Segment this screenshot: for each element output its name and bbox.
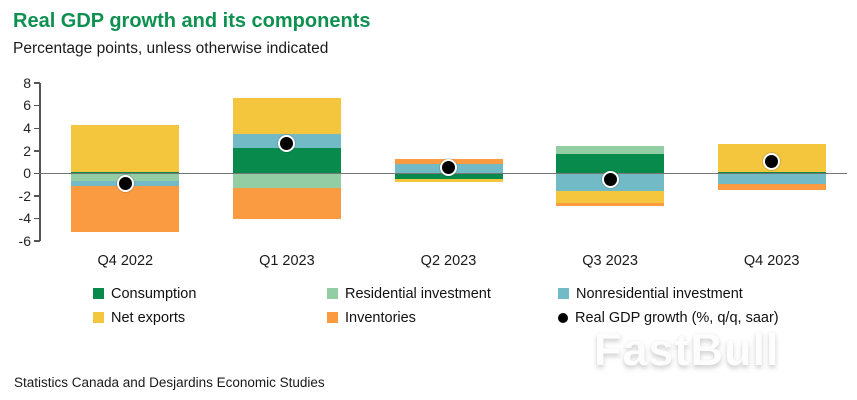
bar-segment-consumption-q4-2022: [71, 172, 180, 174]
bar-segment-consumption-q4-2023: [717, 172, 826, 174]
bar-segment-residential-investment-q3-2023: [556, 146, 665, 154]
legend-item-real-gdp-growth-q-q-saar: Real GDP growth (%, q/q, saar): [558, 310, 779, 326]
legend-item-residential-investment: Residential investment: [327, 286, 491, 302]
y-tick-label-0: 0: [23, 165, 31, 182]
legend-label: Inventories: [345, 310, 416, 326]
chart-title: Real GDP growth and its components: [13, 10, 371, 32]
watermark: FastBull: [594, 324, 780, 375]
legend-swatch-icon: [93, 288, 104, 299]
y-tick-label-6: 6: [23, 97, 31, 114]
y-tick-mark--6: [33, 240, 40, 242]
bar-segment-residential-investment-q1-2023: [232, 173, 341, 188]
bar-segment-net-exports-q4-2022: [71, 124, 180, 173]
y-tick-label--6: -6: [18, 232, 31, 249]
x-label-q3-2023: Q3 2023: [582, 253, 638, 269]
y-tick-mark--4: [33, 217, 40, 220]
bar-segment-consumption-q1-2023: [232, 148, 341, 174]
legend-label: Residential investment: [345, 286, 491, 302]
bar-segment-net-exports-q1-2023: [232, 97, 341, 134]
y-tick-label-2: 2: [23, 142, 31, 159]
gdp-dot-q4-2023: [763, 153, 781, 171]
y-tick-mark--2: [33, 195, 40, 197]
y-tick-mark-0: [33, 172, 40, 175]
y-tick-mark-4: [33, 127, 40, 130]
y-tick-mark-8: [33, 82, 40, 84]
y-tick-label--2: -2: [18, 187, 31, 204]
legend-swatch-icon: [327, 288, 338, 299]
bar-segment-inventories-q1-2023: [232, 187, 341, 220]
legend-item-consumption: Consumption: [93, 286, 196, 302]
legend-dot-icon: [558, 313, 568, 323]
y-tick-mark-2: [33, 150, 40, 152]
gdp-dot-q2-2023: [440, 159, 457, 177]
legend-label: Nonresidential investment: [576, 286, 743, 302]
y-tick-label-4: 4: [23, 120, 31, 137]
legend-label: Consumption: [111, 286, 197, 302]
legend: Consumption Residential investment Nonresi…: [93, 286, 779, 326]
bar-segment-net-exports-q2-2023: [394, 178, 503, 183]
y-tick-label--4: -4: [18, 210, 31, 227]
bar-segment-net-exports-q3-2023: [556, 191, 665, 203]
gdp-dot-q3-2023: [601, 171, 619, 189]
legend-swatch-icon: [93, 312, 104, 323]
gdp-dot-q1-2023: [278, 135, 296, 153]
gdp-dot-q4-2022: [116, 174, 134, 192]
y-tick-label-8: 8: [23, 74, 31, 91]
legend-item-net-exports: Net exports: [93, 310, 185, 326]
legend-item-inventories: Inventories: [327, 310, 416, 326]
bar-segment-inventories-q4-2022: [71, 185, 180, 232]
plot-area: 8 6 4 2 0 -2 -4 -6 Q4 2022 Q1 2023 Q2 2023 Q3 2023…: [18, 74, 847, 269]
bar-segment-nonresidential-investment-q4-2023: [717, 173, 826, 185]
x-label-q4-2023: Q4 2023: [743, 253, 800, 269]
bar-segment-inventories-q4-2023: [717, 184, 826, 191]
legend-label: Net exports: [111, 310, 186, 326]
bar-segment-inventories-q3-2023: [556, 202, 665, 206]
y-tick-mark-6: [33, 104, 40, 107]
legend-label: Real GDP growth (%, q/q, saar): [575, 310, 779, 326]
source-note: Statistics Canada and Desjardins Economi…: [14, 375, 325, 390]
y-axis-line: [39, 83, 41, 241]
bar-segment-consumption-q3-2023: [556, 154, 665, 174]
x-label-q4-2022: Q4 2022: [97, 253, 154, 269]
x-label-q2-2023: Q2 2023: [420, 253, 477, 269]
x-label-q1-2023: Q1 2023: [259, 253, 315, 269]
legend-item-nonresidential-investment: Nonresidential investment: [558, 286, 743, 302]
chart-subtitle: Percentage points, unless otherwise indi…: [13, 40, 329, 57]
legend-swatch-icon: [558, 288, 569, 299]
legend-swatch-icon: [327, 312, 338, 323]
